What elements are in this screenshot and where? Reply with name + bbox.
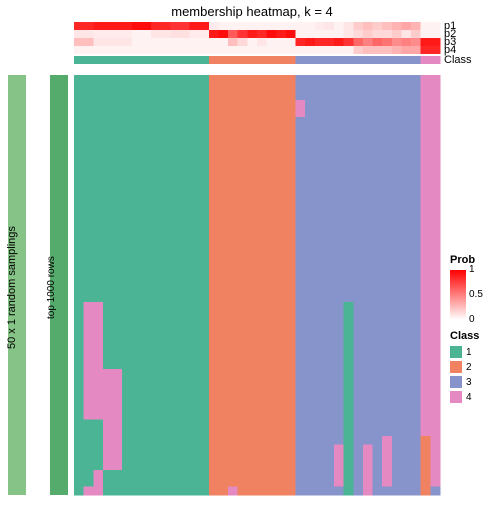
anno-row-label: Class — [444, 54, 472, 66]
y-axis-label-inner: top 1000 rows — [46, 256, 57, 319]
legend-label: 2 — [466, 362, 472, 373]
legend-class-item: 3 — [450, 376, 472, 388]
legend-class-item: 2 — [450, 361, 472, 373]
y-axis-label-outer: 50 x 1 random samplings — [6, 226, 18, 349]
legend-label: 1 — [466, 347, 472, 358]
legend-swatch — [450, 391, 462, 403]
legend-class-item: 1 — [450, 346, 472, 358]
legend-label: 4 — [466, 392, 472, 403]
legend-label: 3 — [466, 377, 472, 388]
heatmap-svg — [0, 0, 504, 504]
legend-class-title: Class — [450, 330, 479, 342]
legend-swatch — [450, 376, 462, 388]
legend-class-item: 4 — [450, 391, 472, 403]
legend-prob-gradient — [450, 270, 466, 320]
legend-prob-tick: 0 — [469, 314, 475, 325]
legend-prob-tick: 1 — [469, 264, 475, 275]
legend-swatch — [450, 346, 462, 358]
chart-title: membership heatmap, k = 4 — [0, 4, 504, 19]
legend-swatch — [450, 361, 462, 373]
legend-prob-tick: 0.5 — [469, 289, 483, 300]
